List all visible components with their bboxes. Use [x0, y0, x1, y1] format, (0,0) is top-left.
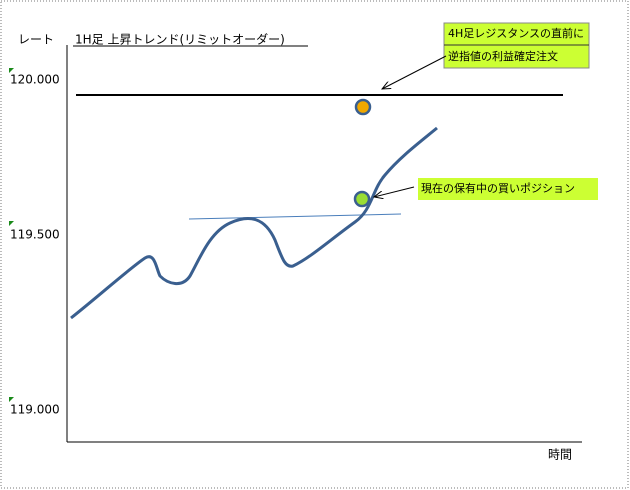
y-tick-label: 119.000	[10, 403, 60, 417]
position-point	[353, 190, 371, 208]
callout-text: 現在の保有中の買いポジション	[421, 181, 575, 195]
callout-text: 4H足レジスタンスの直前に	[448, 26, 584, 40]
y-tick-label: 119.500	[10, 228, 60, 242]
callout-box	[418, 178, 598, 200]
arrow	[382, 55, 447, 89]
title: 1H足 上昇トレンド(リミットオーダー)	[75, 32, 285, 47]
support-line	[188, 213, 402, 220]
price-curve	[70, 126, 438, 320]
resistance-callout: 4H足レジスタンスの直前に 逆指値の利益確定注文	[443, 22, 590, 69]
y-axis-label: レート	[18, 33, 54, 47]
x-axis-label: 時間	[548, 448, 572, 462]
y-tick-label: 120.000	[10, 73, 60, 87]
arrow	[374, 186, 415, 197]
callout-text: 逆指値の利益確定注文	[448, 49, 558, 63]
target-point	[354, 98, 372, 116]
position-callout: 現在の保有中の買いポジション	[418, 178, 598, 200]
